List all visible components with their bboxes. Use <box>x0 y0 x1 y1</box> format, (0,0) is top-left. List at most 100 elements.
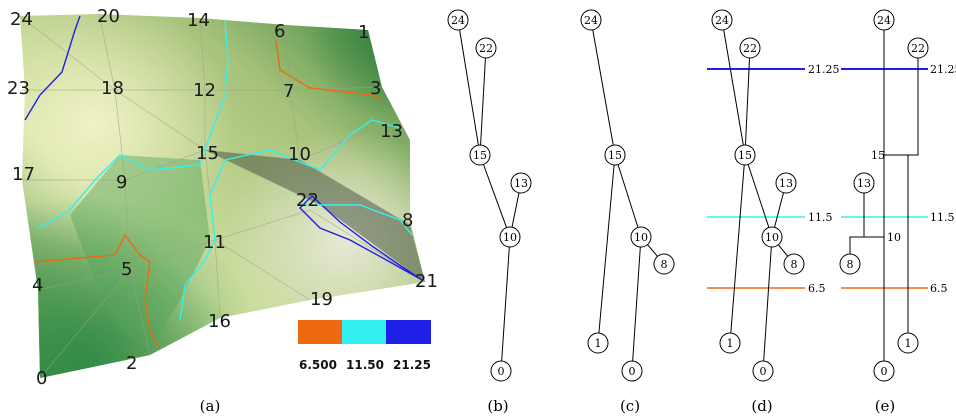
level-label-high: 21.25 <box>808 63 840 76</box>
color-legend: 6.500 11.50 21.25 <box>298 320 431 372</box>
node-0: 0 <box>490 360 512 382</box>
contour-mid <box>37 19 229 229</box>
node-15: 15 <box>469 144 491 166</box>
contour-mid-2 <box>179 119 401 321</box>
edge-15-10 <box>744 154 773 238</box>
caption-a: (a) <box>200 397 221 415</box>
terrain-shading-peak <box>20 14 425 378</box>
contour-high <box>24 15 81 121</box>
node-0: 0 <box>873 360 895 382</box>
mesh-vertex-16: 16 <box>208 311 231 332</box>
node-1: 1 <box>897 332 919 354</box>
nodes-d: 24 22 15 13 10 8 1 0 <box>711 9 805 382</box>
mesh-vertex-4: 4 <box>32 275 43 296</box>
svg-text:15: 15 <box>738 149 752 162</box>
node-10: 10 <box>499 226 521 248</box>
edges-b <box>457 19 522 372</box>
merge-label-15: 15 <box>871 149 885 162</box>
node-22: 22 <box>907 37 929 59</box>
legend-label-mid: 11.50 <box>346 358 384 372</box>
edge-24-15 <box>457 19 481 156</box>
caption-d: (d) <box>751 397 772 415</box>
svg-text:10: 10 <box>503 231 517 244</box>
svg-text:0: 0 <box>498 365 505 378</box>
mesh-vertex-8: 8 <box>402 210 413 231</box>
node-10: 10 <box>630 226 652 248</box>
edge-13-10 <box>863 193 884 238</box>
edge-22-15 <box>479 47 487 156</box>
svg-text:13: 13 <box>857 177 871 190</box>
legend-swatch-mid <box>342 320 386 344</box>
svg-text:15: 15 <box>608 149 622 162</box>
svg-text:24: 24 <box>715 14 729 27</box>
mesh-vertex-7: 7 <box>283 81 294 102</box>
node-0: 0 <box>752 360 774 382</box>
mesh-vertex-21: 21 <box>415 271 438 292</box>
mesh-vertex-13: 13 <box>380 121 403 142</box>
mesh-vertex-10: 10 <box>288 144 311 165</box>
svg-text:0: 0 <box>760 365 767 378</box>
mesh-vertex-24: 24 <box>10 9 33 30</box>
legend-swatch-low <box>298 320 342 344</box>
svg-text:8: 8 <box>847 258 854 271</box>
terrain-green-valley <box>70 155 210 350</box>
nodes-b: 24 22 15 13 10 0 <box>447 9 532 382</box>
edge-15-1 <box>729 154 746 344</box>
tree-panel-d: 21.25 11.5 6.5 24 22 15 13 10 8 1 0 (d) <box>707 9 840 415</box>
legend-label-high: 21.25 <box>393 358 431 372</box>
svg-text:1: 1 <box>905 337 912 350</box>
svg-text:1: 1 <box>595 337 602 350</box>
mesh-vertex-0: 0 <box>36 368 47 389</box>
node-24: 24 <box>580 9 602 31</box>
mesh-vertex-14: 14 <box>187 10 210 31</box>
node-1: 1 <box>587 332 609 354</box>
edge-24-15 <box>721 19 746 156</box>
legend-label-low: 6.500 <box>299 358 337 372</box>
node-10: 10 <box>761 226 783 248</box>
svg-text:24: 24 <box>584 14 598 27</box>
node-13: 13 <box>775 172 797 194</box>
mesh-vertex-23: 23 <box>7 78 30 99</box>
node-0: 0 <box>621 360 643 382</box>
edge-15-10 <box>614 154 642 238</box>
tree-panel-c: 24 15 10 8 1 0 (c) <box>580 9 675 415</box>
svg-text:0: 0 <box>881 365 888 378</box>
mesh-vertex-22: 22 <box>296 190 319 211</box>
contour-low <box>33 233 159 349</box>
level-label-high: 21.25 <box>930 63 956 76</box>
node-24: 24 <box>711 9 733 31</box>
svg-text:13: 13 <box>779 177 793 190</box>
node-1: 1 <box>719 332 741 354</box>
node-8: 8 <box>653 253 675 275</box>
svg-text:1: 1 <box>727 337 734 350</box>
svg-text:24: 24 <box>877 14 891 27</box>
caption-c: (c) <box>620 397 640 415</box>
node-15: 15 <box>734 144 756 166</box>
node-22: 22 <box>739 37 761 59</box>
nodes-c: 24 15 10 8 1 0 <box>580 9 675 382</box>
edges-d <box>721 19 795 372</box>
mesh-vertex-15: 15 <box>196 143 219 164</box>
merge-label-10: 10 <box>887 231 901 244</box>
node-8: 8 <box>783 253 805 275</box>
svg-text:8: 8 <box>661 258 668 271</box>
svg-text:15: 15 <box>473 149 487 162</box>
mesh-vertex-9: 9 <box>116 172 127 193</box>
edge-24-15 <box>590 19 616 156</box>
edge-8-10 <box>849 236 864 254</box>
edge-22-15 <box>744 47 751 156</box>
terrain-mesh-panel: 0 1 2 3 5 4 6 7 8 9 10 11 12 13 14 15 16… <box>7 6 438 415</box>
terrain-ridge-shadow <box>205 150 425 282</box>
mesh-vertex-20: 20 <box>97 6 120 27</box>
nodes-e: 24 22 13 8 0 1 <box>839 9 929 382</box>
svg-text:22: 22 <box>911 42 925 55</box>
contour-mid-3 <box>300 204 413 236</box>
level-label-low: 6.5 <box>808 282 826 295</box>
mesh-vertex-17: 17 <box>12 164 35 185</box>
mesh-vertex-3: 3 <box>370 78 381 99</box>
edge-15-10 <box>479 154 511 238</box>
svg-text:13: 13 <box>514 177 528 190</box>
svg-text:22: 22 <box>479 42 493 55</box>
svg-text:8: 8 <box>791 258 798 271</box>
